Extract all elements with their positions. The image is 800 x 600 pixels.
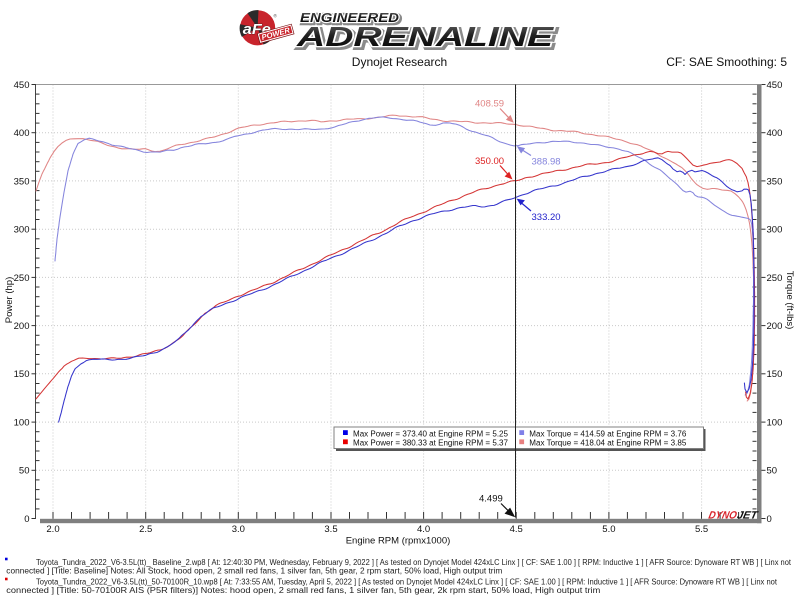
svg-text:Torque (ft-lbs): Torque (ft-lbs) <box>784 271 795 330</box>
svg-text:JET: JET <box>736 510 760 522</box>
svg-text:DYNO: DYNO <box>707 510 738 522</box>
svg-text:ADRENALINE: ADRENALINE <box>296 21 556 52</box>
svg-text:250: 250 <box>767 273 783 284</box>
svg-text:Max Power = 380.33 at Engine R: Max Power = 380.33 at Engine RPM = 5.37 <box>353 439 509 448</box>
svg-text:4.499: 4.499 <box>479 494 503 505</box>
svg-text:150: 150 <box>767 369 783 380</box>
svg-text:300: 300 <box>767 225 783 236</box>
svg-text:3.5: 3.5 <box>324 524 337 535</box>
svg-text:0: 0 <box>24 514 29 525</box>
svg-text:ENGINEERED: ENGINEERED <box>300 10 400 25</box>
svg-text:0: 0 <box>767 514 772 525</box>
svg-text:400: 400 <box>14 128 30 139</box>
svg-text:connected ] [Title: Baseline]: connected ] [Title: Baseline] Notes: All… <box>6 566 502 575</box>
svg-text:5.5: 5.5 <box>695 524 708 535</box>
svg-text:450: 450 <box>767 80 783 91</box>
svg-text:50: 50 <box>19 466 30 477</box>
svg-text:408.59: 408.59 <box>475 99 504 110</box>
svg-text:300: 300 <box>14 225 30 236</box>
svg-text:Max Torque = 414.59 at Engine: Max Torque = 414.59 at Engine RPM = 3.76 <box>529 429 687 438</box>
svg-text:3.0: 3.0 <box>232 524 245 535</box>
svg-text:200: 200 <box>767 321 783 332</box>
svg-text:ENGINEERED: ENGINEERED <box>300 10 400 25</box>
svg-text:Max Torque = 418.04 at Engine: Max Torque = 418.04 at Engine RPM = 3.85 <box>529 439 687 448</box>
svg-text:450: 450 <box>14 80 30 91</box>
svg-text:Engine RPM (rpmx1000): Engine RPM (rpmx1000) <box>346 536 451 547</box>
svg-text:Toyota_Tundra_2022_V6-3.5L(tt): Toyota_Tundra_2022_V6-3.5L(tt)_ Baseline… <box>36 558 792 567</box>
svg-text:333.20: 333.20 <box>532 212 561 223</box>
svg-text:CF: SAE Smoothing: 5: CF: SAE Smoothing: 5 <box>666 55 787 69</box>
svg-text:2.5: 2.5 <box>139 524 152 535</box>
svg-text:350: 350 <box>14 176 30 187</box>
svg-text:100: 100 <box>767 418 783 429</box>
svg-text:Power (hp): Power (hp) <box>4 277 15 323</box>
svg-text:4.5: 4.5 <box>510 524 523 535</box>
svg-text:ADRENALINE: ADRENALINE <box>298 23 558 54</box>
svg-text:®: ® <box>274 13 278 19</box>
svg-text:4.0: 4.0 <box>417 524 430 535</box>
svg-text:2.0: 2.0 <box>46 524 59 535</box>
svg-text:ENGINEERED: ENGINEERED <box>302 11 402 26</box>
svg-text:50: 50 <box>767 466 778 477</box>
svg-text:100: 100 <box>14 418 30 429</box>
svg-text:350.00: 350.00 <box>475 156 504 167</box>
svg-text:connected ] [Title: 50-70100R: connected ] [Title: 50-70100R AIS (P5R f… <box>6 586 600 595</box>
svg-text:5.0: 5.0 <box>602 524 615 535</box>
svg-text:150: 150 <box>14 369 30 380</box>
svg-text:Toyota_Tundra_2022_V6-3.5L(tt): Toyota_Tundra_2022_V6-3.5L(tt)_50-70100R… <box>36 578 778 587</box>
svg-text:Max Power = 373.40 at Engine R: Max Power = 373.40 at Engine RPM = 5.25 <box>353 429 509 438</box>
svg-text:400: 400 <box>767 128 783 139</box>
svg-text:ADRENALINE: ADRENALINE <box>296 21 556 52</box>
svg-text:250: 250 <box>14 273 30 284</box>
svg-text:Dynojet Research: Dynojet Research <box>352 55 447 69</box>
svg-text:350: 350 <box>767 176 783 187</box>
svg-text:200: 200 <box>14 321 30 332</box>
svg-text:388.98: 388.98 <box>532 157 561 168</box>
